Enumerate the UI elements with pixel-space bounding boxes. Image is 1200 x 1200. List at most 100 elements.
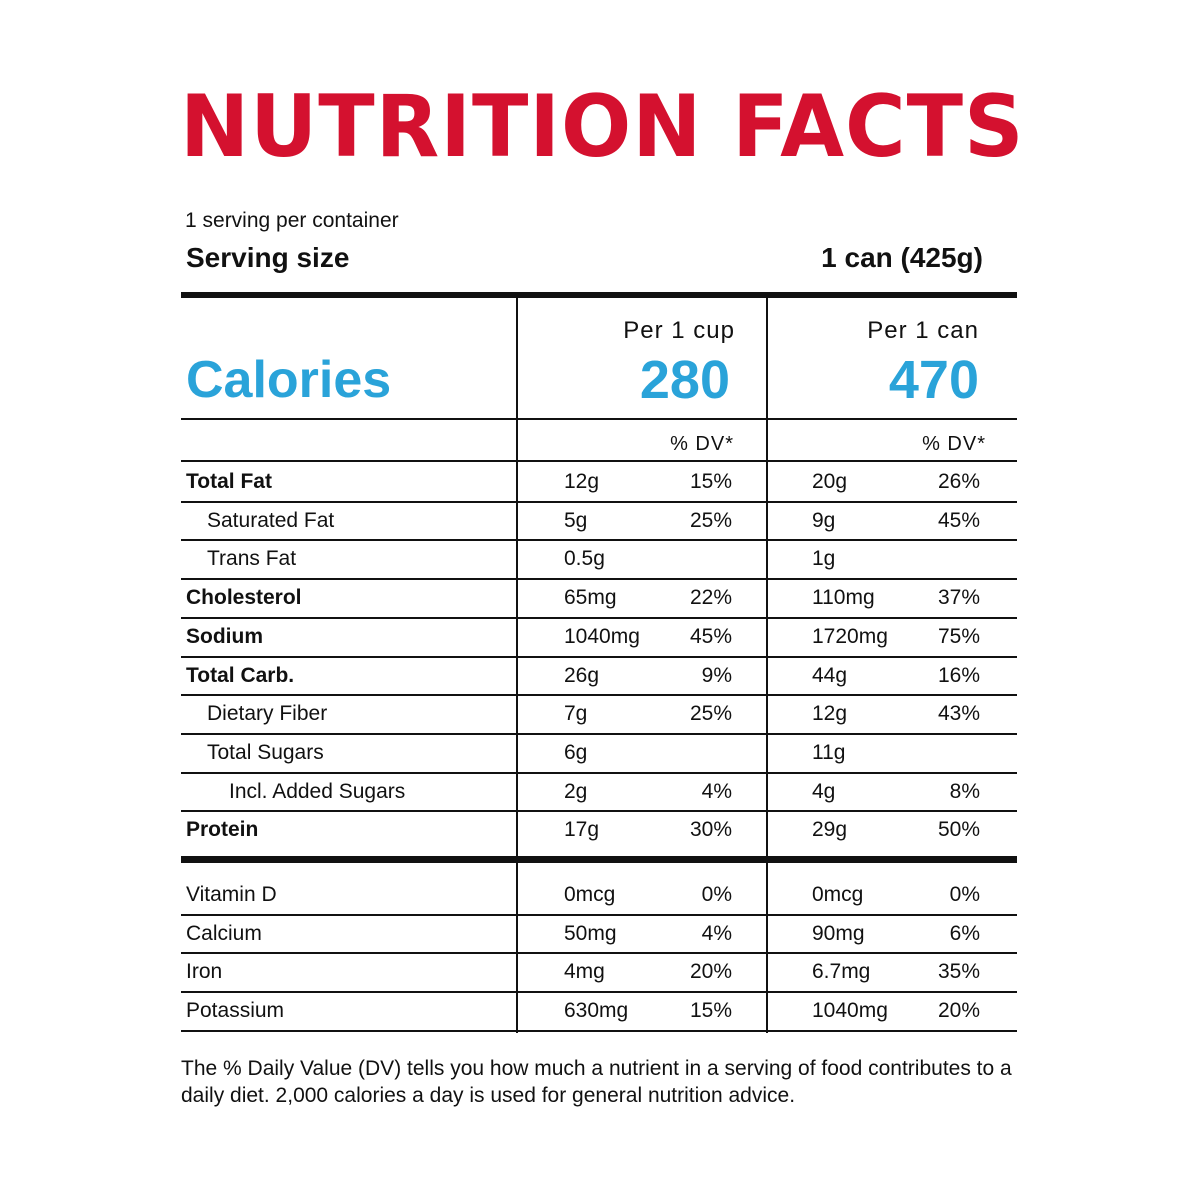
row-divider [181,694,1017,696]
nutrient-name: Sodium [186,624,263,648]
dv-per-can: 20% [937,999,980,1023]
dv-per-cup: 9% [701,663,732,687]
dv-per-cup: 22% [689,586,732,610]
row-divider [181,810,1017,812]
dv-per-can: 8% [949,779,980,803]
row-divider [181,501,1017,503]
vitamin-name: Iron [186,960,223,984]
nutrient-name: Dietary Fiber [207,702,328,726]
amount-per-can: 1720mg [812,624,888,648]
nutrient-name: Total Sugars [207,740,324,764]
nutrient-row: Total Sugars 6g 11g [0,734,1200,772]
row-divider [181,733,1017,735]
nutrient-name: Trans Fat [207,547,297,571]
amount-per-cup: 50mg [564,921,617,945]
dv-per-cup: 15% [689,470,732,493]
column-divider-can [766,298,768,1033]
nutrient-row: Sodium 1040mg 45% 1720mg 75% [0,618,1200,656]
per-cup-label: Per 1 cup [623,317,735,344]
per-can-label: Per 1 can [867,317,979,344]
amount-per-can: 4g [812,779,836,803]
amount-per-can: 20g [812,470,848,493]
nutrient-name: Incl. Added Sugars [229,779,406,803]
dv-per-cup: 25% [689,508,732,532]
dv-header-cup: % DV* [670,433,734,455]
amount-per-cup: 12g [564,470,600,493]
dv-per-can: 37% [937,586,980,610]
dv-per-cup: 15% [689,999,732,1023]
amount-per-cup: 26g [564,663,600,687]
dv-per-cup: 20% [689,960,732,984]
dv-per-can: 0% [949,883,980,906]
amount-per-can: 110mg [812,586,875,610]
dv-per-can: 26% [937,470,980,493]
row-divider [181,991,1017,993]
vitamin-name: Potassium [186,999,285,1023]
nutrient-row: Trans Fat 0.5g 1g [0,540,1200,578]
vitamin-row: Iron 4mg 20% 6.7mg 35% [0,953,1200,991]
dv-per-can: 45% [937,508,980,532]
nutrient-row: Total Carb. 26g 9% 44g 16% [0,657,1200,695]
nutrient-name: Total Fat [186,470,272,493]
vitamin-name: Vitamin D [186,883,277,906]
calories-label: Calories [186,351,392,409]
amount-per-cup: 4mg [564,960,605,984]
nutrient-row: Incl. Added Sugars 2g 4% 4g 8% [0,773,1200,811]
row-divider [181,539,1017,541]
row-divider [181,914,1017,916]
servings-per-container: 1 serving per container [185,209,399,232]
nutrient-row: Dietary Fiber 7g 25% 12g 43% [0,695,1200,733]
thick-top-rule [181,292,1017,298]
dv-header-bottom-rule [181,460,1017,462]
amount-per-can: 1040mg [812,999,888,1023]
amount-per-can: 6.7mg [812,960,871,984]
vitamin-row: Calcium 50mg 4% 90mg 6% [0,915,1200,953]
dv-per-cup: 4% [701,779,732,803]
nutrient-name: Total Carb. [186,663,295,687]
amount-per-cup: 2g [564,779,588,803]
amount-per-cup: 630mg [564,999,629,1023]
dv-per-can: 35% [937,960,980,984]
dv-per-can: 16% [937,663,980,687]
dv-per-can: 75% [937,624,980,648]
row-divider [181,772,1017,774]
amount-per-cup: 7g [564,702,588,726]
vitamin-row: Potassium 630mg 15% 1040mg 20% [0,992,1200,1030]
vitamin-name: Calcium [186,921,262,945]
row-divider [181,1030,1017,1032]
amount-per-cup: 6g [564,740,588,764]
row-divider [181,656,1017,658]
calories-per-cup: 280 [639,350,730,410]
amount-per-can: 11g [812,740,846,764]
dv-per-cup: 4% [701,921,732,945]
amount-per-cup: 65mg [564,586,617,610]
calories-bottom-rule [181,418,1017,420]
nutrient-row: Saturated Fat 5g 25% 9g 45% [0,502,1200,540]
thick-middle-rule [181,856,1017,863]
nutrient-name: Saturated Fat [207,508,335,532]
serving-size-value: 1 can (425g) [821,242,983,273]
amount-per-cup: 5g [564,508,588,532]
dv-per-cup: 45% [689,624,732,648]
amount-per-cup: 17g [564,818,600,842]
dv-per-cup: 25% [689,702,732,726]
nutrient-name: Cholesterol [186,586,302,610]
amount-per-cup: 0.5g [564,547,605,571]
nutrient-row: Cholesterol 65mg 22% 110mg 37% [0,579,1200,617]
footnote: The % Daily Value (DV) tells you how muc… [181,1057,1012,1107]
amount-per-can: 90mg [812,921,865,945]
nutrient-row: Protein 17g 30% 29g 50% [0,811,1200,849]
dv-per-can: 6% [949,921,980,945]
amount-per-can: 12g [812,702,848,726]
row-divider [181,578,1017,580]
dv-per-can: 50% [937,818,980,842]
amount-per-can: 1g [812,547,836,571]
amount-per-can: 0mcg [812,883,864,906]
amount-per-can: 44g [812,663,848,687]
row-divider [181,952,1017,954]
dv-header-can: % DV* [922,433,986,455]
nutrient-row: Total Fat 12g 15% 20g 26% [0,463,1200,501]
amount-per-can: 29g [812,818,848,842]
row-divider [181,617,1017,619]
amount-per-cup: 1040mg [564,624,640,648]
